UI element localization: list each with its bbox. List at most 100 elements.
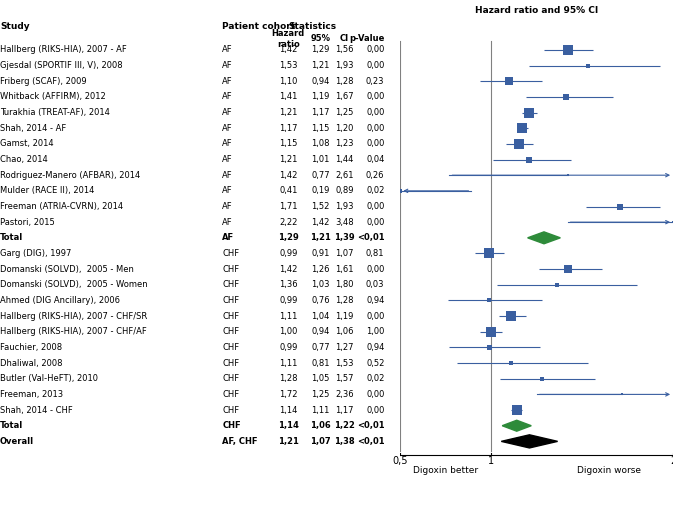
Text: 1,14: 1,14 <box>279 406 297 414</box>
Text: 0,99: 0,99 <box>279 296 297 305</box>
Text: AF: AF <box>222 218 233 227</box>
Text: 0,94: 0,94 <box>366 296 384 305</box>
Text: CHF: CHF <box>222 265 240 273</box>
Text: 1,39: 1,39 <box>334 233 355 243</box>
Text: Hallberg (RIKS-HIA), 2007 - CHF/SR: Hallberg (RIKS-HIA), 2007 - CHF/SR <box>0 312 147 320</box>
Text: 1,29: 1,29 <box>311 45 330 54</box>
Text: 1,38: 1,38 <box>334 437 355 446</box>
Text: 2: 2 <box>670 456 673 466</box>
Text: 0,00: 0,00 <box>366 390 384 399</box>
Text: 1,23: 1,23 <box>335 139 353 149</box>
Text: 0,02: 0,02 <box>366 186 384 196</box>
Text: 0,00: 0,00 <box>366 108 384 117</box>
Text: 1,53: 1,53 <box>335 359 353 367</box>
Text: CHF: CHF <box>222 421 241 430</box>
Text: 1,01: 1,01 <box>311 155 330 164</box>
Text: 1,93: 1,93 <box>335 61 353 70</box>
Text: 1,28: 1,28 <box>279 374 297 383</box>
Text: 1,11: 1,11 <box>279 359 297 367</box>
Text: 1,72: 1,72 <box>279 390 297 399</box>
Text: Mulder (RACE II), 2014: Mulder (RACE II), 2014 <box>0 186 94 196</box>
Text: Shah, 2014 - AF: Shah, 2014 - AF <box>0 124 66 133</box>
Text: 0,00: 0,00 <box>366 92 384 102</box>
Text: 1,28: 1,28 <box>335 296 353 305</box>
Text: Overall: Overall <box>0 437 34 446</box>
Text: Domanski (SOLVD),  2005 - Women: Domanski (SOLVD), 2005 - Women <box>0 280 147 289</box>
Text: 0,19: 0,19 <box>311 186 330 196</box>
Text: 0,81: 0,81 <box>366 249 384 258</box>
Text: <0,01: <0,01 <box>357 421 384 430</box>
Text: 2,61: 2,61 <box>335 171 353 180</box>
Text: Fauchier, 2008: Fauchier, 2008 <box>0 343 62 352</box>
Text: 1,06: 1,06 <box>335 327 353 336</box>
Text: Gamst, 2014: Gamst, 2014 <box>0 139 54 149</box>
Text: 0,04: 0,04 <box>366 155 384 164</box>
Text: p-Value: p-Value <box>349 35 384 43</box>
Text: CHF: CHF <box>222 343 240 352</box>
Text: CHF: CHF <box>222 374 240 383</box>
Text: 1,29: 1,29 <box>278 233 299 243</box>
Text: 1,03: 1,03 <box>311 280 330 289</box>
Text: CHF: CHF <box>222 359 240 367</box>
Text: 1,26: 1,26 <box>311 265 330 273</box>
Text: 1,52: 1,52 <box>311 202 330 211</box>
Text: 2,22: 2,22 <box>279 218 297 227</box>
Text: 1,25: 1,25 <box>335 108 353 117</box>
Text: Domanski (SOLVD),  2005 - Men: Domanski (SOLVD), 2005 - Men <box>0 265 134 273</box>
Text: 0,77: 0,77 <box>311 343 330 352</box>
Text: 0,00: 0,00 <box>366 45 384 54</box>
Text: <0,01: <0,01 <box>357 437 384 446</box>
Text: 1,42: 1,42 <box>279 171 297 180</box>
Text: 2,36: 2,36 <box>335 390 354 399</box>
Text: Rodriguez-Manero (AFBAR), 2014: Rodriguez-Manero (AFBAR), 2014 <box>0 171 140 180</box>
Text: AF: AF <box>222 139 233 149</box>
Text: 1,80: 1,80 <box>335 280 353 289</box>
Text: 0,26: 0,26 <box>366 171 384 180</box>
Text: 1,15: 1,15 <box>311 124 330 133</box>
Text: AF: AF <box>222 61 233 70</box>
Text: Hazard
ratio: Hazard ratio <box>272 29 305 49</box>
Text: 0,41: 0,41 <box>279 186 297 196</box>
Text: <0,01: <0,01 <box>357 233 384 243</box>
Text: 0,00: 0,00 <box>366 218 384 227</box>
Text: 1,61: 1,61 <box>335 265 353 273</box>
Text: Turakhia (TREAT-AF), 2014: Turakhia (TREAT-AF), 2014 <box>0 108 110 117</box>
Text: Ahmed (DIG Ancillary), 2006: Ahmed (DIG Ancillary), 2006 <box>0 296 120 305</box>
Text: 0,00: 0,00 <box>366 61 384 70</box>
Text: Total: Total <box>0 233 24 243</box>
Polygon shape <box>501 435 558 448</box>
Text: 0,52: 0,52 <box>366 359 384 367</box>
Text: AF: AF <box>222 186 233 196</box>
Text: CHF: CHF <box>222 406 240 414</box>
Text: CHF: CHF <box>222 296 240 305</box>
Text: 1,17: 1,17 <box>279 124 297 133</box>
Text: 1,08: 1,08 <box>311 139 330 149</box>
Text: Chao, 2014: Chao, 2014 <box>0 155 48 164</box>
Text: Friberg (SCAF), 2009: Friberg (SCAF), 2009 <box>0 77 87 86</box>
Text: AF, CHF: AF, CHF <box>222 437 258 446</box>
Text: 1,17: 1,17 <box>335 406 353 414</box>
Text: Freeman (ATRIA-CVRN), 2014: Freeman (ATRIA-CVRN), 2014 <box>0 202 123 211</box>
Text: Patient cohort: Patient cohort <box>222 22 295 31</box>
Text: 0,91: 0,91 <box>311 249 330 258</box>
Text: 1: 1 <box>488 456 495 466</box>
Text: 1,17: 1,17 <box>311 108 330 117</box>
Text: 1,22: 1,22 <box>334 421 355 430</box>
Text: 1,28: 1,28 <box>335 77 353 86</box>
Text: 1,27: 1,27 <box>335 343 353 352</box>
Text: 0,94: 0,94 <box>311 327 330 336</box>
Text: 1,36: 1,36 <box>279 280 297 289</box>
Text: 95%: 95% <box>310 35 330 43</box>
Text: 1,21: 1,21 <box>311 61 330 70</box>
Text: 1,14: 1,14 <box>278 421 299 430</box>
Text: 1,44: 1,44 <box>335 155 353 164</box>
Text: 1,15: 1,15 <box>279 139 297 149</box>
Text: 1,00: 1,00 <box>366 327 384 336</box>
Text: 1,42: 1,42 <box>279 45 297 54</box>
Text: CHF: CHF <box>222 390 240 399</box>
Polygon shape <box>528 232 561 244</box>
Text: Shah, 2014 - CHF: Shah, 2014 - CHF <box>0 406 73 414</box>
Text: 1,42: 1,42 <box>311 218 330 227</box>
Text: Digoxin worse: Digoxin worse <box>577 465 641 475</box>
Text: 0,00: 0,00 <box>366 406 384 414</box>
